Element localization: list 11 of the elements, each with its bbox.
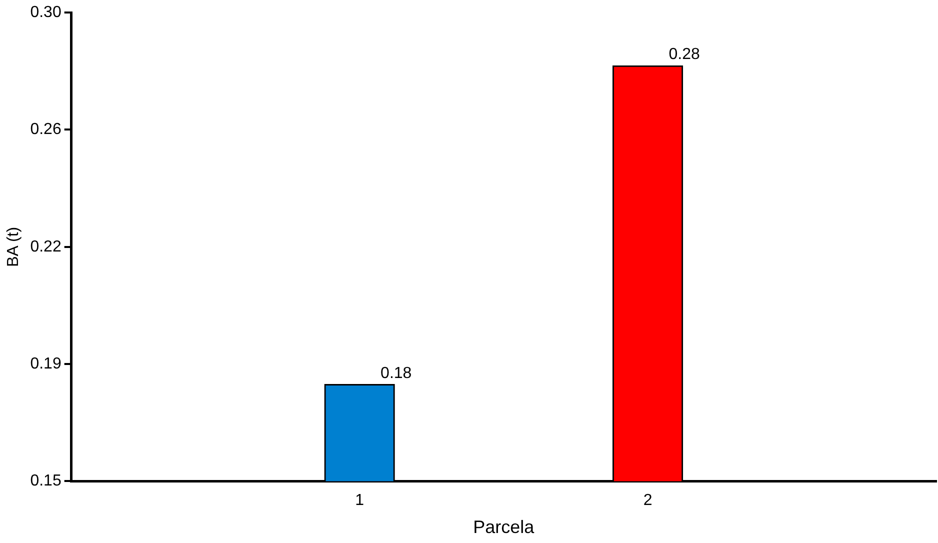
y-axis-title: BA (t)	[5, 226, 22, 267]
data-label: 0.18	[380, 364, 412, 382]
x-tick-label: 1	[355, 492, 364, 510]
x-axis-title: Parcela	[473, 517, 536, 538]
y-tick-label: 0.26	[30, 121, 62, 138]
data-label: 0.28	[668, 46, 700, 64]
y-tick-label: 0.30	[30, 4, 62, 22]
x-tick-label: 2	[643, 492, 652, 510]
y-tick-label: 0.22	[30, 238, 62, 256]
y-tick-label: 0.15	[30, 472, 62, 490]
y-tick-label: 0.19	[30, 355, 62, 372]
